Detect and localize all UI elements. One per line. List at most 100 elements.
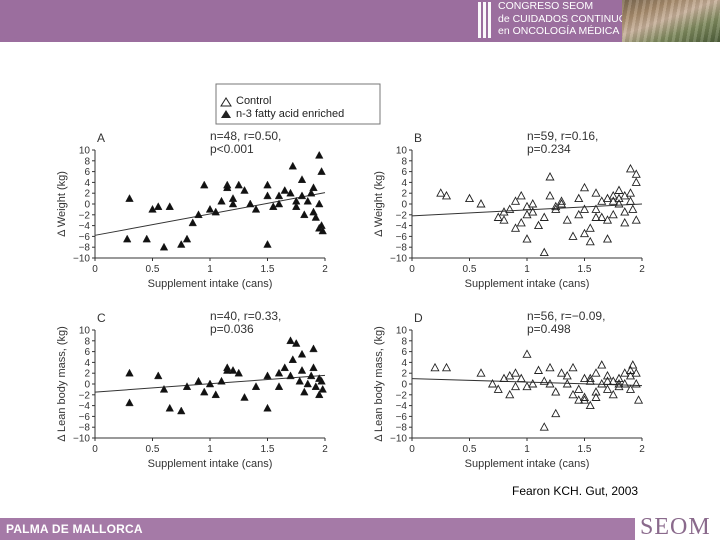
- y-tick-label: −6: [396, 412, 408, 423]
- data-point: [263, 239, 272, 248]
- data-point: [631, 177, 641, 186]
- data-point: [165, 403, 174, 412]
- data-point: [240, 392, 249, 401]
- data-point: [539, 376, 549, 385]
- y-tick-label: 8: [401, 336, 407, 347]
- data-point: [228, 199, 238, 208]
- data-point: [205, 204, 215, 213]
- y-tick-label: 10: [396, 326, 408, 337]
- data-point: [585, 236, 595, 246]
- data-point: [223, 363, 232, 372]
- data-point: [251, 382, 261, 390]
- data-point: [234, 180, 243, 189]
- data-point: [165, 202, 174, 210]
- data-point: [551, 387, 561, 396]
- data-point: [148, 204, 157, 213]
- data-point: [315, 150, 324, 159]
- data-point: [263, 180, 272, 189]
- data-point: [614, 185, 624, 194]
- data-point: [556, 368, 567, 377]
- data-point: [499, 207, 509, 216]
- stats-line: p=0.498: [527, 322, 571, 336]
- data-point: [292, 196, 301, 205]
- panel-letter: D: [414, 311, 423, 325]
- x-axis-label: Supplement intake (cans): [465, 278, 590, 290]
- data-point: [436, 188, 446, 197]
- x-tick-label: 1.5: [261, 264, 275, 275]
- data-point: [539, 422, 549, 431]
- data-point: [280, 185, 289, 194]
- data-point: [303, 379, 312, 388]
- x-tick-label: 2: [639, 444, 645, 455]
- legend-open-triangle-icon: [220, 97, 232, 107]
- data-point: [614, 373, 624, 383]
- data-point: [318, 226, 327, 235]
- data-point: [251, 204, 261, 213]
- data-point: [628, 204, 638, 213]
- data-point: [505, 204, 515, 213]
- x-axis-label: Supplement intake (cans): [148, 458, 273, 470]
- data-point: [274, 199, 284, 208]
- y-tick-label: −10: [73, 254, 90, 265]
- data-point: [306, 188, 316, 197]
- data-point: [591, 392, 601, 401]
- y-tick-label: −2: [396, 390, 408, 401]
- data-point: [522, 234, 532, 243]
- footer-location: PALMA DE MALLORCA: [6, 522, 143, 536]
- data-point: [568, 362, 578, 372]
- data-point: [539, 212, 549, 221]
- footer-bar: [0, 518, 635, 540]
- data-point: [510, 368, 521, 377]
- y-tick-label: −4: [396, 221, 408, 232]
- y-tick-label: −8: [396, 243, 408, 254]
- data-point: [522, 201, 532, 211]
- legend: Control n-3 fatty acid enriched: [215, 83, 381, 125]
- data-point: [591, 387, 601, 396]
- data-point: [522, 381, 532, 391]
- x-axis-label: Supplement intake (cans): [465, 458, 590, 470]
- x-tick-label: 1: [524, 444, 530, 455]
- data-point: [585, 223, 595, 232]
- data-point: [300, 210, 309, 219]
- data-point: [154, 202, 163, 210]
- data-point: [317, 167, 326, 175]
- x-tick-label: 1.5: [261, 444, 275, 455]
- data-point: [602, 384, 613, 393]
- data-point: [631, 215, 641, 224]
- data-point: [286, 188, 295, 197]
- data-point: [280, 363, 289, 372]
- y-tick-label: 10: [79, 326, 91, 337]
- congress-title: CONGRESO SEOM de CUIDADOS CONTINUOS en O…: [498, 0, 634, 38]
- data-point: [125, 368, 134, 377]
- y-tick-label: 10: [79, 146, 91, 157]
- header-swoosh: [0, 0, 720, 42]
- data-point: [591, 212, 601, 221]
- data-point: [568, 231, 578, 240]
- data-point: [551, 204, 561, 213]
- data-point: [602, 376, 613, 385]
- x-tick-label: 0.5: [146, 264, 160, 275]
- y-tick-label: −10: [73, 434, 90, 445]
- data-point: [625, 188, 636, 197]
- y-tick-label: −2: [79, 390, 91, 401]
- data-point: [240, 185, 249, 194]
- stats-line: n=48, r=0.50,: [210, 129, 281, 143]
- x-tick-label: 1: [207, 264, 213, 275]
- data-point: [309, 363, 318, 372]
- stats-line: p<0.001: [210, 142, 254, 156]
- data-point: [154, 371, 163, 380]
- data-point: [545, 362, 555, 372]
- data-point: [562, 370, 572, 380]
- data-point: [633, 395, 644, 404]
- data-point: [295, 376, 304, 385]
- data-point: [562, 215, 572, 224]
- data-point: [211, 207, 220, 216]
- x-tick-label: 1: [524, 264, 530, 275]
- data-point: [228, 365, 238, 374]
- y-axis-label: Δ Weight (kg): [373, 171, 385, 237]
- data-point: [194, 376, 203, 385]
- legend-filled-triangle-icon: [221, 110, 231, 118]
